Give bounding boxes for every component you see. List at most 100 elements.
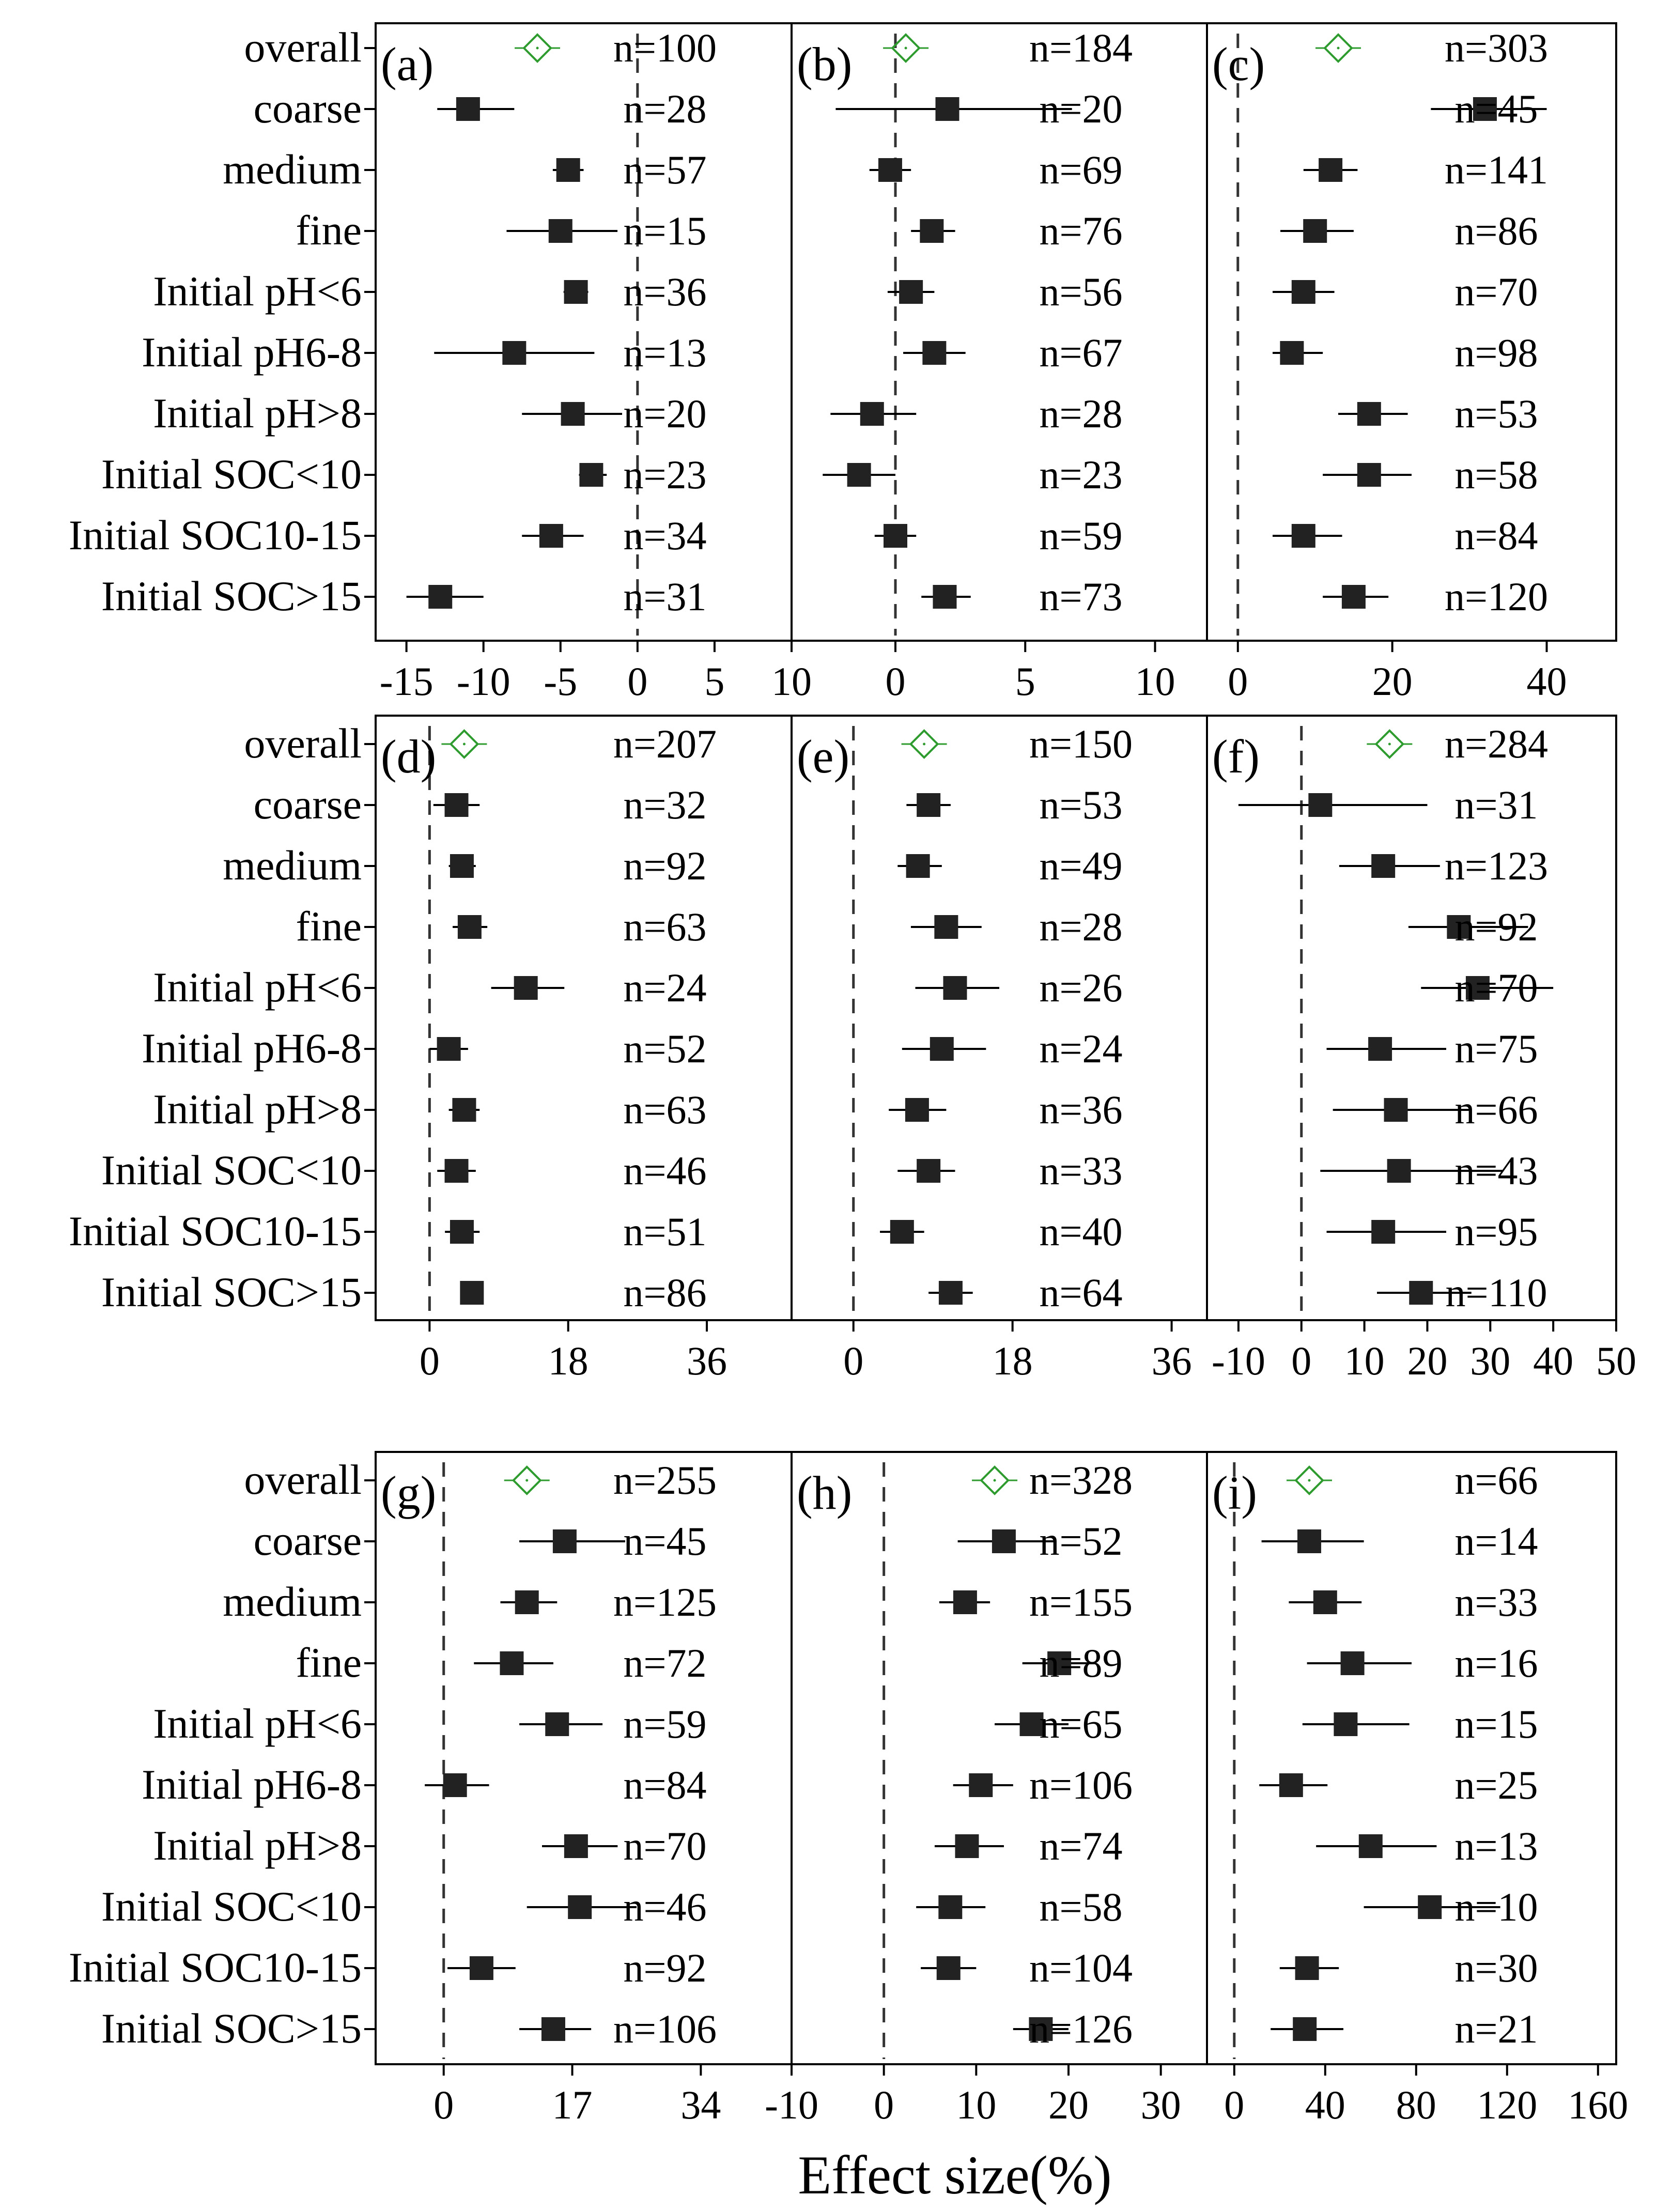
x-tick-label: 0 [420, 1338, 440, 1383]
effect-size-point [1297, 1529, 1321, 1553]
x-tick-label: 0 [1224, 2082, 1244, 2127]
x-tick-label: 30 [1470, 1338, 1510, 1383]
effect-size-point [1340, 1651, 1365, 1675]
panel-label: (a) [381, 38, 434, 90]
effect-size-point [1384, 1098, 1408, 1122]
effect-size-point [934, 915, 958, 939]
effect-size-point [460, 1281, 484, 1305]
effect-size-point [428, 585, 453, 609]
sample-size-label: n=328 [1029, 1458, 1133, 1503]
effect-size-point [1291, 280, 1315, 304]
x-tick-label: 0 [1228, 659, 1248, 704]
sample-size-label: n=14 [1455, 1519, 1538, 1564]
x-tick-label: 80 [1396, 2082, 1436, 2127]
x-tick-label: 20 [1048, 2082, 1089, 2127]
sample-size-label: n=100 [613, 25, 717, 70]
sample-size-label: n=31 [1455, 782, 1538, 827]
x-tick-label: 0 [874, 2082, 894, 2127]
sample-size-label: n=45 [1455, 86, 1538, 131]
sample-size-label: n=57 [624, 147, 707, 192]
panel-label: (f) [1212, 730, 1260, 783]
effect-size-point [539, 524, 563, 548]
x-axis-label: Effect size(%) [798, 2145, 1111, 2205]
sample-size-label: n=126 [1029, 2006, 1133, 2051]
effect-size-point [1357, 463, 1381, 487]
sample-size-label: n=45 [624, 1519, 707, 1564]
category-label: Initial pH<6 [153, 964, 362, 1011]
category-label: overall [244, 1456, 362, 1503]
category-label: overall [244, 24, 362, 71]
sample-size-label: n=46 [624, 1148, 707, 1193]
effect-size-point [556, 158, 580, 182]
sample-size-label: n=70 [1455, 269, 1538, 314]
sample-size-label: n=16 [1455, 1641, 1538, 1685]
sample-size-label: n=58 [1040, 1884, 1123, 1929]
x-tick-label: 5 [1015, 659, 1035, 704]
x-tick-label: -10 [765, 2082, 818, 2127]
sample-size-label: n=53 [1455, 391, 1538, 436]
overall-effect-center-dot [536, 47, 539, 50]
sample-size-label: n=52 [624, 1026, 707, 1071]
category-label: Initial pH>8 [153, 390, 362, 437]
sample-size-label: n=52 [1040, 1519, 1123, 1564]
category-label: Initial pH6-8 [142, 1761, 362, 1808]
overall-effect-center-dot [923, 743, 926, 746]
effect-size-point [450, 1220, 474, 1244]
sample-size-label: n=150 [1029, 721, 1133, 766]
category-label: Initial SOC10-15 [69, 1944, 362, 1991]
x-tick-label: 0 [886, 659, 906, 704]
panel-label: (i) [1212, 1466, 1257, 1519]
effect-size-point [1418, 1895, 1442, 1919]
overall-effect-center-dot [993, 1479, 996, 1482]
sample-size-label: n=10 [1455, 1884, 1538, 1929]
effect-size-point [936, 1956, 961, 1980]
effect-size-point [452, 1098, 476, 1122]
sample-size-label: n=106 [1029, 1762, 1133, 1807]
effect-size-point [1279, 1773, 1303, 1797]
effect-size-point [930, 1037, 954, 1061]
overall-effect-center-dot [462, 743, 466, 746]
x-tick-label: 10 [771, 659, 812, 704]
x-tick-label: -10 [457, 659, 510, 704]
x-tick-label: 10 [1135, 659, 1175, 704]
x-tick-label: 5 [704, 659, 724, 704]
effect-size-point [1465, 976, 1490, 1000]
effect-size-point [1409, 1281, 1433, 1305]
sample-size-label: n=33 [1040, 1148, 1123, 1193]
effect-size-point [568, 1895, 592, 1919]
sample-size-label: n=120 [1445, 574, 1548, 619]
effect-size-point [1447, 915, 1471, 939]
sample-size-label: n=26 [1040, 965, 1123, 1010]
category-label: Initial pH>8 [153, 1086, 362, 1133]
category-label: Initial SOC>15 [101, 1269, 362, 1316]
effect-size-point [579, 463, 603, 487]
effect-size-point [1295, 1956, 1319, 1980]
sample-size-label: n=31 [624, 574, 707, 619]
sample-size-label: n=106 [613, 2006, 717, 2051]
x-tick-label: 30 [1141, 2082, 1181, 2127]
category-label: Initial SOC>15 [101, 573, 362, 620]
sample-size-label: n=49 [1040, 843, 1123, 888]
x-tick-label: 160 [1568, 2082, 1628, 2127]
panel-frame [1206, 22, 1617, 642]
sample-size-label: n=141 [1445, 147, 1548, 192]
category-label: Initial SOC10-15 [69, 512, 362, 559]
sample-size-label: n=13 [1455, 1823, 1538, 1868]
sample-size-label: n=123 [1445, 843, 1548, 888]
sample-size-label: n=92 [624, 1945, 707, 1990]
effect-size-point [969, 1773, 993, 1797]
effect-size-point [1368, 1037, 1392, 1061]
sample-size-label: n=15 [1455, 1701, 1538, 1746]
effect-size-point [545, 1712, 569, 1736]
sample-size-label: n=13 [624, 330, 707, 375]
sample-size-label: n=46 [624, 1884, 707, 1929]
sample-size-label: n=58 [1455, 452, 1538, 497]
effect-size-point [541, 2017, 565, 2041]
effect-size-point [1387, 1159, 1411, 1183]
sample-size-label: n=84 [624, 1762, 707, 1807]
effect-size-point [564, 1834, 588, 1858]
effect-size-point [890, 1220, 914, 1244]
sample-size-label: n=86 [624, 1270, 707, 1315]
panel-label: (b) [797, 38, 852, 90]
